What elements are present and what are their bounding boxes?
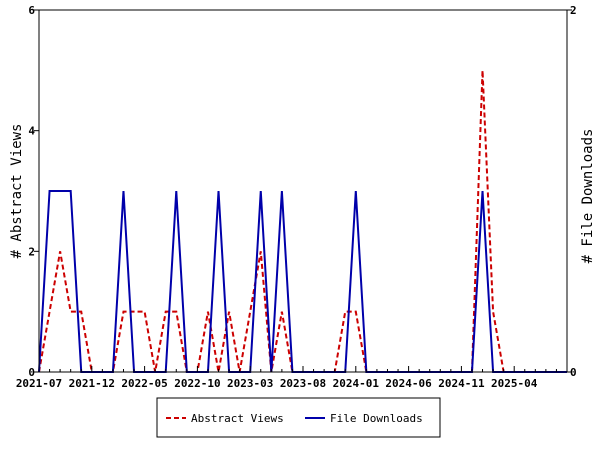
y-left-tick-label: 6 (28, 4, 35, 17)
x-tick-label: 2023-03 (227, 377, 273, 390)
legend-label-abstract-views: Abstract Views (191, 412, 284, 425)
x-tick-label: 2021-07 (16, 377, 62, 390)
x-tick-label: 2024-11 (438, 377, 485, 390)
y-left-tick-label: 4 (28, 125, 35, 138)
x-tick-label: 2022-10 (174, 377, 220, 390)
y-left-tick-label: 2 (28, 245, 35, 258)
x-tick-label: 2023-08 (280, 377, 326, 390)
y-right-tick-label: 2 (570, 4, 577, 17)
legend-label-file-downloads: File Downloads (330, 412, 423, 425)
axis-tick-labels: 2021-07 2021-12 2022-05 2022-10 2023-03 2023-… (16, 4, 577, 390)
y-axis-left-title: # Abstract Views (9, 124, 25, 259)
y-right-tick-label: 0 (570, 366, 577, 379)
x-tick-label: 2024-01 (333, 377, 380, 390)
x-tick-label: 2021-12 (69, 377, 115, 390)
x-tick-label: 2025-04 (491, 377, 538, 390)
legend-box (156, 397, 441, 438)
legend: Abstract Views File Downloads (156, 397, 441, 438)
x-tick-label: 2024-06 (385, 377, 432, 390)
y-left-tick-label: 0 (28, 366, 35, 379)
y-axis-right-title: # File Downloads (580, 129, 596, 264)
x-tick-label: 2022-05 (121, 377, 167, 390)
axis-ticks (34, 9, 572, 373)
